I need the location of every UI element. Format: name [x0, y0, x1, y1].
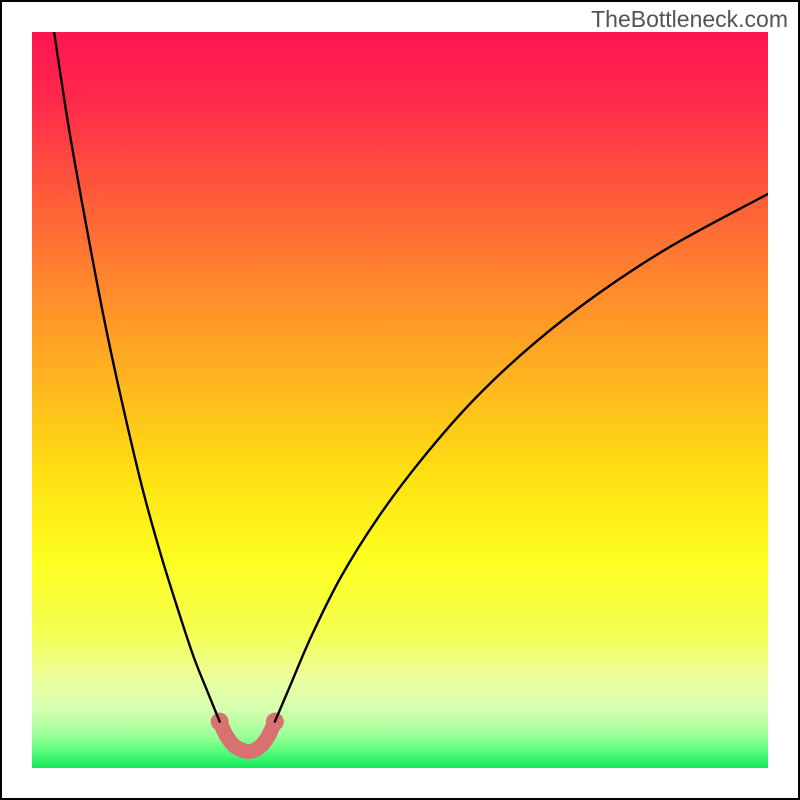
curve-left-branch: [54, 32, 220, 722]
bottom-marker-dot: [262, 728, 275, 741]
curve-layer: [32, 32, 768, 768]
watermark-text: TheBottleneck.com: [591, 6, 788, 33]
plot-area: [32, 32, 768, 768]
bottom-marker-dot: [220, 729, 233, 742]
curve-right-branch: [275, 194, 768, 722]
bottom-marker-dot: [228, 739, 241, 752]
chart-root: { "canvas": { "width": 800, "height": 80…: [0, 0, 800, 800]
